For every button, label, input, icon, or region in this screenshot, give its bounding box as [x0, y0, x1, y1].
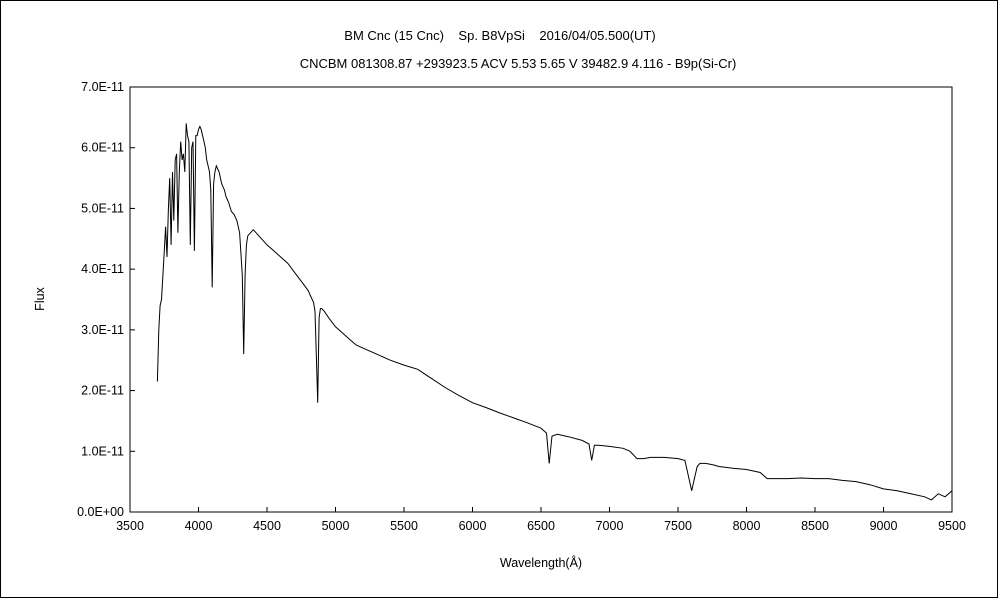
x-tick-label: 6000 — [459, 519, 487, 533]
x-tick-label: 9500 — [938, 519, 966, 533]
x-axis: 3500 4000 4500 5000 5500 6000 6500 7000 7500 8000… — [116, 507, 966, 533]
x-tick-label: 8500 — [801, 519, 829, 533]
y-tick-label: 4.0E-11 — [81, 262, 124, 276]
plot-area — [129, 86, 953, 513]
y-tick-label: 0.0E+00 — [77, 505, 124, 519]
y-tick-label: 5.0E-11 — [81, 201, 124, 215]
x-tick-label: 4500 — [253, 519, 281, 533]
x-tick-label: 9000 — [870, 519, 898, 533]
y-axis-label: Flux — [33, 286, 47, 310]
x-tick-label: 5000 — [322, 519, 350, 533]
chart-subtitle: CNCBM 081308.87 +293923.5 ACV 5.53 5.65 … — [300, 56, 737, 71]
x-tick-label: 3500 — [116, 519, 144, 533]
y-tick-label: 2.0E-11 — [81, 384, 124, 398]
x-tick-label: 8000 — [733, 519, 761, 533]
y-tick-label: 7.0E-11 — [81, 80, 124, 94]
y-tick-label: 6.0E-11 — [81, 141, 124, 155]
x-tick-label: 7000 — [596, 519, 624, 533]
y-axis: 0.0E+00 1.0E-11 2.0E-11 3.0E-11 4.0E-11 5.0E-… — [77, 80, 135, 519]
x-tick-label: 6500 — [527, 519, 555, 533]
chart-title: BM Cnc (15 Cnc) Sp. B8VpSi 2016/04/05.50… — [344, 28, 655, 43]
x-tick-label: 4000 — [185, 519, 213, 533]
y-tick-label: 3.0E-11 — [81, 323, 124, 337]
x-tick-label: 7500 — [664, 519, 692, 533]
spectrum-line — [156, 123, 953, 501]
x-axis-label: Wavelength(Å) — [500, 555, 582, 570]
x-tick-label: 5500 — [390, 519, 418, 533]
y-tick-label: 1.0E-11 — [81, 444, 124, 458]
